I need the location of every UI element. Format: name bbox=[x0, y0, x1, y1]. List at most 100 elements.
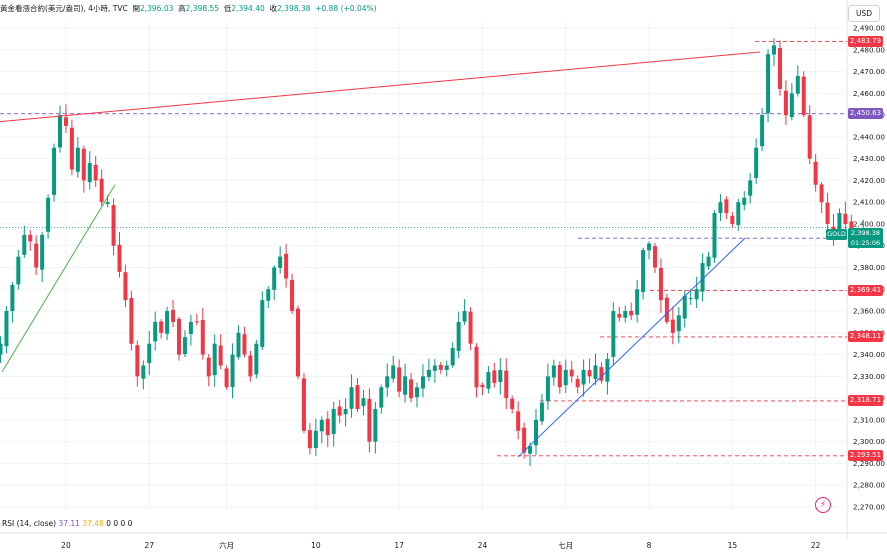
candle-body bbox=[486, 372, 491, 389]
candle-body bbox=[147, 343, 152, 364]
candle-body bbox=[367, 398, 372, 442]
candle-body bbox=[504, 370, 509, 399]
candle-body bbox=[361, 398, 366, 406]
level-price-tag: 2,450.63 bbox=[848, 108, 883, 120]
candle-body bbox=[688, 297, 693, 299]
candle-body bbox=[135, 345, 140, 377]
candle-body bbox=[385, 376, 390, 388]
price-tick-label: 2,440.00 bbox=[853, 132, 885, 141]
candle-body bbox=[391, 365, 396, 379]
price-tick-label: 2,380.00 bbox=[853, 263, 885, 272]
candle-body bbox=[730, 215, 735, 224]
candle-body bbox=[706, 256, 711, 267]
candle-body bbox=[617, 313, 622, 318]
candle-body bbox=[438, 365, 443, 370]
candle-body bbox=[58, 115, 62, 148]
candle-body bbox=[230, 354, 235, 388]
price-tick-label: 2,490.00 bbox=[853, 24, 885, 33]
current-price: 2,398.38 bbox=[851, 229, 880, 237]
change-value: +0.88 (+0.04%) bbox=[315, 4, 377, 13]
candle-body bbox=[837, 213, 842, 233]
candle-body bbox=[105, 202, 110, 204]
candle-body bbox=[492, 370, 497, 383]
candle-body bbox=[653, 246, 657, 268]
candle-body bbox=[52, 147, 57, 195]
candle-body bbox=[670, 319, 675, 333]
price-tick-label: 2,470.00 bbox=[853, 67, 885, 76]
candle-body bbox=[182, 337, 187, 355]
candle-body bbox=[260, 300, 265, 347]
candle-body bbox=[165, 311, 170, 334]
symbol-name[interactable]: 黃金看漲合約(美元/盎司) bbox=[0, 4, 84, 13]
candle-body bbox=[789, 93, 794, 118]
candle-body bbox=[206, 357, 211, 377]
lightning-icon[interactable]: ⚡ bbox=[815, 497, 831, 513]
time-tick-label: 24 bbox=[478, 541, 488, 550]
candle-body bbox=[843, 213, 848, 224]
candle-body bbox=[153, 321, 158, 342]
candle-body bbox=[331, 409, 336, 434]
candle-body bbox=[468, 311, 473, 344]
candle-body bbox=[456, 321, 461, 351]
candle-body bbox=[611, 311, 616, 357]
price-tick-label: 2,400.00 bbox=[853, 219, 885, 228]
close-value: 2,398.38 bbox=[277, 4, 311, 13]
candle-body bbox=[760, 115, 765, 147]
candle-body bbox=[528, 446, 533, 454]
candle-body bbox=[290, 279, 295, 312]
price-tick-label: 2,410.00 bbox=[853, 198, 885, 207]
time-axis: 20 27 六月 10 17 24 七月 8 15 22 bbox=[0, 532, 887, 550]
candle-body bbox=[795, 75, 800, 94]
candle-body bbox=[337, 406, 342, 416]
candle-body bbox=[28, 234, 33, 242]
trend-lines bbox=[0, 51, 761, 458]
price-tick-label: 2,360.00 bbox=[853, 307, 885, 316]
candle-body bbox=[432, 365, 437, 371]
candle-body bbox=[349, 387, 354, 409]
bar-countdown: 01:25:06 bbox=[850, 239, 881, 247]
candle-body bbox=[682, 295, 687, 319]
close-label: 收 bbox=[269, 4, 278, 13]
candle-body bbox=[177, 318, 181, 355]
price-tick-label: 2,270.00 bbox=[853, 503, 885, 512]
candle-body bbox=[694, 289, 699, 300]
candle-body bbox=[754, 147, 759, 178]
candle-body bbox=[539, 402, 544, 422]
candle-body bbox=[159, 321, 164, 333]
candle-body bbox=[629, 310, 634, 316]
price-tick-label: 2,420.00 bbox=[853, 176, 885, 185]
currency-button[interactable]: USD bbox=[848, 5, 880, 22]
time-tick-label: 10 bbox=[311, 541, 321, 550]
candle-body bbox=[426, 369, 431, 378]
time-tick-label: 27 bbox=[144, 541, 154, 550]
symbol-tag: GOLD bbox=[826, 229, 847, 240]
candle-body bbox=[450, 348, 455, 366]
candle-body bbox=[474, 346, 479, 388]
price-tick-label: 2,460.00 bbox=[853, 89, 885, 98]
candle-body bbox=[409, 379, 414, 399]
candle-body bbox=[444, 365, 449, 370]
rsi-value: 37.11 bbox=[58, 519, 80, 528]
candle-body bbox=[587, 370, 592, 377]
candle-body bbox=[236, 332, 241, 357]
candle-body bbox=[141, 365, 146, 379]
candle-body bbox=[510, 398, 515, 410]
interval-label[interactable]: 4小時 bbox=[88, 4, 108, 13]
candle-body bbox=[34, 243, 39, 268]
candle-body bbox=[599, 367, 604, 381]
candle-body bbox=[712, 213, 717, 258]
price-tick-label: 2,310.00 bbox=[853, 415, 885, 424]
candle-body bbox=[296, 308, 300, 377]
horizontal-levels bbox=[0, 41, 847, 457]
rsi-extra-values: 0 0 0 0 bbox=[106, 519, 133, 528]
level-price-tag: 2,318.71 bbox=[848, 395, 883, 407]
candle-body bbox=[783, 90, 788, 116]
candle-body bbox=[641, 250, 646, 292]
time-tick-label: 8 bbox=[647, 541, 652, 550]
candle-body bbox=[87, 162, 92, 183]
candle-body bbox=[0, 343, 3, 355]
time-tick-label: 22 bbox=[811, 541, 821, 550]
rsi-legend[interactable]: RSI (14, close) 37.11 37.48 0 0 0 0 bbox=[2, 519, 132, 528]
candle-body bbox=[10, 284, 15, 312]
